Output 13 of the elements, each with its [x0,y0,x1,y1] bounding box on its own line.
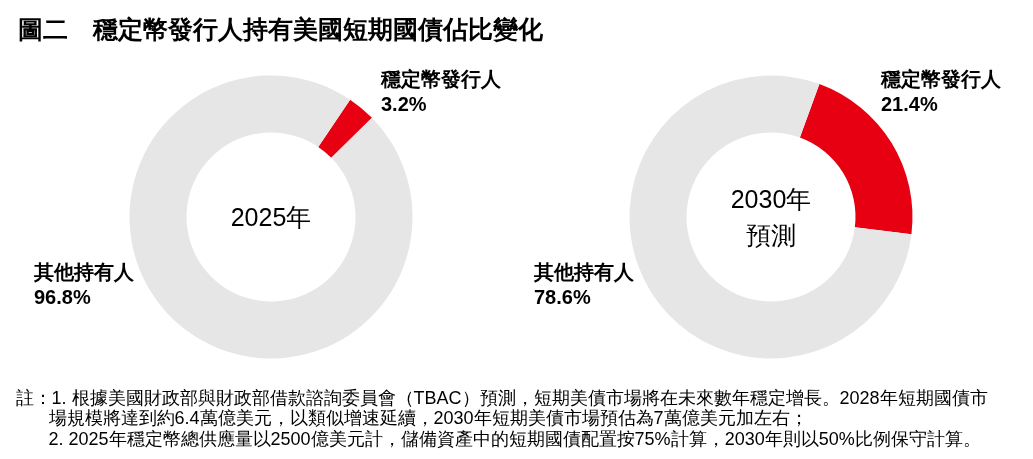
text: 2. 2025年穩定幣總供應量以2500億美元計，儲備資產中的短期國債配置按75%計算，2030年則以50%比例保守計算。 [48,428,981,449]
slice-label: 穩定幣發行人 [380,67,502,90]
data-label: 78.6% [534,285,591,308]
data-label: 21.4% [881,92,938,115]
slice-label: 其他持有人 [533,260,635,283]
data-label: 96.8% [34,285,91,308]
text: 圖二 穩定幣發行人持有美國短期國債佔比變化 [17,14,544,43]
text: 2025年 [230,203,312,231]
text: 註：1. 根據美國財政部與財政部借款諮詢委員會（TBAC）預測，短期美債市場將在未來數年穩定增長。2028年短期國債市場規模將達到約6.4萬億美元，以類似增速延續，2030年短期美債市場預估為7萬億美元加左右； [15,387,988,428]
slice-label: 穩定幣發行人 [880,67,1002,90]
text: 2030年預測 [730,184,812,250]
slice-label: 其他持有人 [33,260,135,283]
data-label: 3.2% [381,92,427,115]
